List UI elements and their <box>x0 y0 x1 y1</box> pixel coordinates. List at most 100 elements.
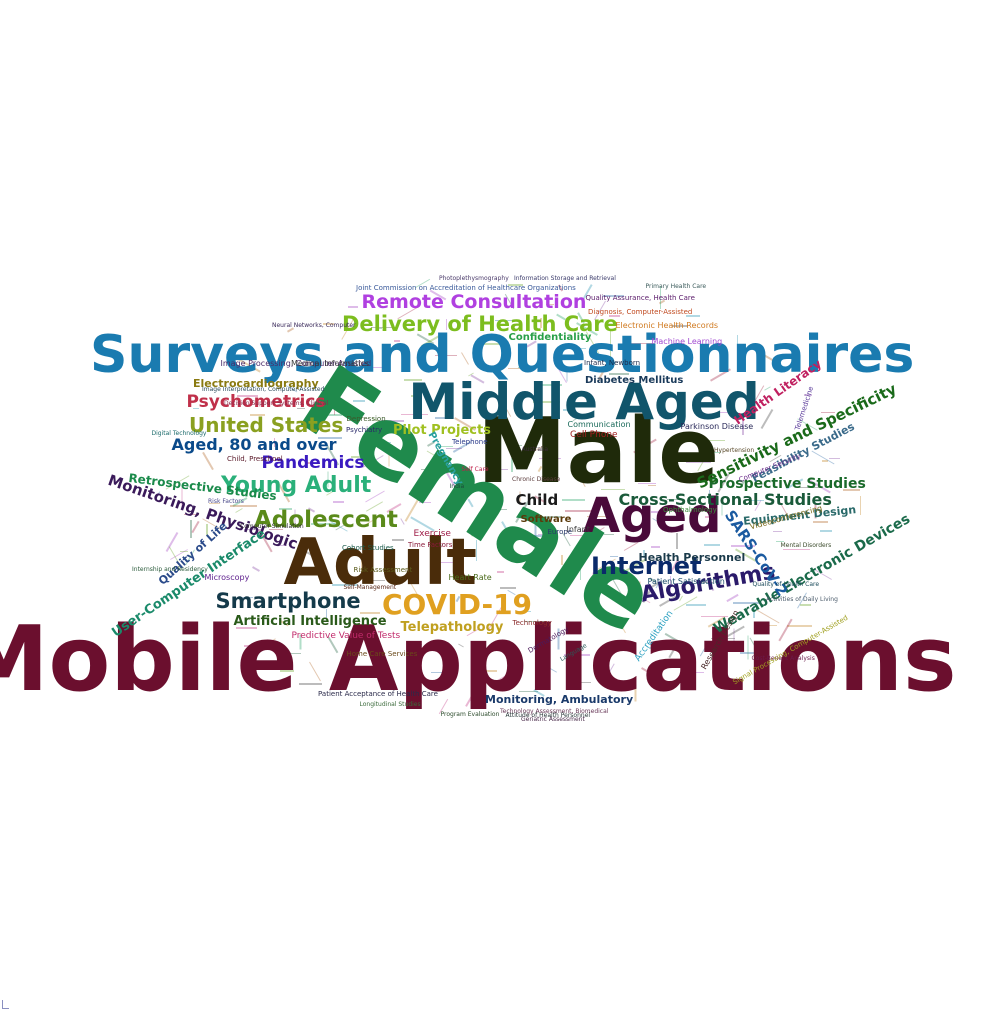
filler-stroke <box>279 508 293 511</box>
filler-stroke <box>508 283 524 286</box>
filler-stroke <box>799 603 811 606</box>
cloud-word-microscopy: Microscopy <box>204 573 250 582</box>
cloud-word-quality-of-health-care: Quality of Health Care <box>752 581 820 588</box>
filler-stroke <box>507 367 528 369</box>
cloud-word-computer-simulation: Computer Simulation <box>240 523 304 530</box>
filler-stroke <box>311 522 338 525</box>
filler-stroke <box>747 500 764 502</box>
filler-stroke <box>581 682 592 684</box>
filler-stroke <box>637 482 656 484</box>
cloud-word-machine-learning: Machine Learning <box>651 337 723 346</box>
cloud-word-predictive-value-of-tests: Predictive Value of Tests <box>291 630 401 641</box>
cloud-word-pilot-projects: Pilot Projects <box>393 422 491 438</box>
filler-stroke <box>495 319 514 321</box>
filler-stroke <box>446 447 463 449</box>
filler-stroke <box>191 520 200 534</box>
filler-stroke <box>733 601 761 604</box>
filler-stroke <box>650 510 663 513</box>
filler-stroke <box>537 533 554 535</box>
filler-stroke <box>237 394 259 397</box>
filler-stroke <box>359 366 385 368</box>
filler-stroke <box>244 529 265 531</box>
filler-stroke <box>517 367 530 369</box>
filler-stroke <box>478 342 505 345</box>
cloud-word-pandemics: Pandemics <box>261 452 365 473</box>
cloud-word-communication: Communication <box>567 420 631 429</box>
cloud-word-image-interpretation-computer-assisted: Image Interpretation, Computer-Assisted <box>202 386 325 393</box>
filler-stroke <box>533 400 561 403</box>
cloud-word-photoplethysmography: Photoplethysmography <box>439 275 509 282</box>
filler-stroke <box>772 530 782 532</box>
filler-stroke <box>711 637 736 639</box>
filler-stroke <box>666 498 681 500</box>
cloud-word-monitoring-ambulatory: Monitoring, Ambulatory <box>485 692 634 706</box>
cloud-word-self-care: Self Care <box>461 466 489 473</box>
cloud-word-decision-support-systems-clinical: Decision Support Systems, Clinical <box>224 400 329 407</box>
cloud-word-adolescent: Adolescent <box>254 506 398 533</box>
filler-stroke <box>517 611 532 613</box>
filler-stroke <box>320 414 343 417</box>
filler-stroke <box>776 540 785 542</box>
filler-stroke <box>760 409 774 430</box>
cloud-word-mental-disorders: Mental Disorders <box>780 542 832 549</box>
filler-stroke <box>179 551 188 553</box>
filler-stroke <box>235 627 257 630</box>
filler-stroke <box>375 327 382 329</box>
filler-stroke <box>525 516 549 519</box>
cloud-word-cell-phone: Cell Phone <box>570 429 618 440</box>
filler-stroke <box>860 496 862 516</box>
filler-stroke <box>530 534 556 537</box>
cloud-word-patient-acceptance-of-health-care: Patient Acceptance of Health Care <box>318 689 438 698</box>
filler-stroke <box>381 420 405 423</box>
filler-stroke <box>842 488 860 491</box>
filler-stroke <box>544 516 562 519</box>
filler-stroke <box>688 671 704 673</box>
cloud-word-activities-of-daily-living: Activities of Daily Living <box>766 596 838 603</box>
cloud-word-quality-assurance-health-care: Quality Assurance, Health Care <box>585 293 695 302</box>
filler-stroke <box>318 436 343 439</box>
filler-stroke <box>373 442 392 444</box>
cloud-word-aged-80-and-over: Aged, 80 and over <box>171 435 337 454</box>
filler-stroke <box>821 412 835 414</box>
filler-stroke <box>698 440 725 442</box>
cloud-word-united-states: United States <box>189 413 344 437</box>
filler-stroke <box>275 545 287 547</box>
filler-stroke <box>659 414 671 416</box>
cloud-word-telepathology: Telepathology <box>400 619 504 635</box>
filler-stroke <box>208 503 220 505</box>
filler-stroke <box>371 327 398 329</box>
cloud-word-time-factors: Time Factors <box>408 540 453 549</box>
filler-stroke <box>193 408 200 410</box>
cloud-word-neural-networks-computer: Neural Networks, Computer <box>272 322 356 329</box>
filler-stroke <box>661 517 673 520</box>
filler-stroke <box>491 495 502 498</box>
cloud-word-electrocardiography: Electrocardiography <box>193 376 319 390</box>
cloud-word-adult: Adult <box>283 526 477 600</box>
cloud-word-middle-aged: Middle Aged <box>408 373 760 431</box>
cloud-word-child: Child <box>515 490 559 509</box>
cloud-word-attitude-of-health-personnel: Attitude of Health Personnel <box>505 712 591 719</box>
cloud-word-risk-factors: Risk Factors <box>208 498 244 505</box>
filler-stroke <box>604 534 615 536</box>
filler-stroke <box>230 505 258 508</box>
filler-stroke <box>820 529 833 532</box>
filler-stroke <box>516 445 523 447</box>
filler-stroke <box>419 501 432 503</box>
filler-stroke <box>699 581 714 583</box>
filler-stroke <box>250 414 266 417</box>
filler-stroke <box>740 652 758 655</box>
cloud-word-self-management: Self-Management <box>343 584 397 591</box>
cloud-word-electronic-health-records: Electronic Health Records <box>615 321 719 330</box>
cloud-word-australia: Australia <box>521 446 549 453</box>
cloud-word-depression: Depression <box>346 414 386 423</box>
filler-stroke <box>563 409 571 412</box>
cloud-word-prospective-studies: Prospective Studies <box>708 476 866 492</box>
cloud-word-primary-health-care: Primary Health Care <box>645 283 707 290</box>
cloud-word-medical-informatics: Medical Informatics <box>291 359 370 368</box>
cloud-word-program-evaluation: Program Evaluation <box>440 711 500 718</box>
filler-stroke <box>570 534 595 536</box>
filler-stroke <box>797 486 819 488</box>
cloud-word-cohort-studies: Cohort Studies <box>342 543 394 552</box>
filler-stroke <box>766 624 777 626</box>
